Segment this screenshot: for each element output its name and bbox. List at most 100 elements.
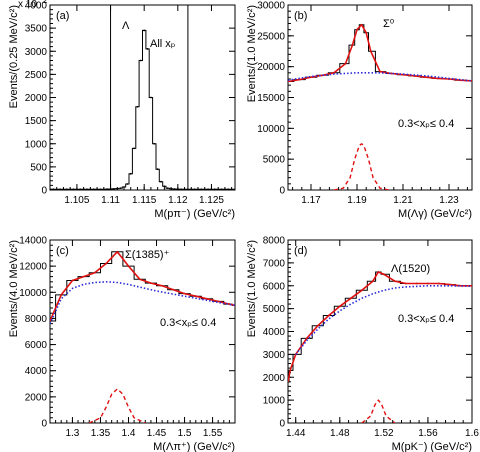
annotation: Λ bbox=[122, 20, 130, 32]
y-tick-label: 1000 bbox=[25, 139, 48, 150]
y-tick-label: 5000 bbox=[263, 304, 286, 315]
data-point bbox=[176, 188, 179, 190]
series-signal bbox=[333, 143, 390, 190]
series-background bbox=[288, 72, 472, 82]
data-point bbox=[224, 188, 226, 190]
y-axis-label: Events/(4.0 MeV/c²) bbox=[8, 240, 20, 337]
data-point bbox=[65, 188, 68, 190]
series-data bbox=[288, 271, 472, 383]
data-point bbox=[59, 188, 61, 190]
plot-frame bbox=[49, 239, 236, 424]
data-point bbox=[197, 188, 199, 190]
data-point bbox=[55, 188, 58, 190]
data-point bbox=[113, 187, 115, 190]
data-point bbox=[187, 188, 189, 190]
data-point bbox=[163, 185, 166, 188]
series-histogram bbox=[50, 29, 235, 190]
x-tick-label: 1.115 bbox=[132, 195, 157, 206]
data-point bbox=[200, 188, 203, 190]
scale-exponent: 2 bbox=[43, 0, 48, 5]
y-axis-label: Events/(0.25 MeV/c²) bbox=[8, 5, 20, 108]
series-background bbox=[295, 285, 472, 355]
panel-0: 1.105 1.11 1.115 1.12 1.125 0 500 1000 1500 2000 2… bbox=[8, 0, 236, 220]
annotation: Λ(1520) bbox=[391, 263, 430, 275]
x-tick-label: 1.56 bbox=[418, 428, 438, 439]
y-tick-label: 0 bbox=[41, 186, 47, 197]
x-tick-label: 1.52 bbox=[374, 428, 394, 439]
y-tick-label: 2000 bbox=[25, 93, 48, 104]
y-tick-label: 2500 bbox=[25, 70, 48, 81]
data-point bbox=[166, 187, 169, 190]
annotation: Σ⁰ bbox=[383, 18, 395, 30]
y-axis-label: Events/(1.0 MeV/c²) bbox=[246, 5, 258, 102]
panel-3: 1.44 1.48 1.52 1.56 1.6 0 1000 2000 3000 4000 5000… bbox=[246, 236, 479, 452]
data-point bbox=[76, 188, 78, 190]
data-point bbox=[203, 188, 206, 190]
data-point bbox=[62, 188, 65, 190]
y-tick-label: 0 bbox=[279, 186, 285, 197]
x-tick-label: 1.55 bbox=[203, 428, 223, 439]
data-point bbox=[217, 188, 220, 190]
panel-2: 1.3 1.35 1.4 1.45 1.5 1.55 0 2000 4000 6000 8000 10… bbox=[8, 236, 236, 452]
series-total-fit bbox=[50, 251, 235, 322]
x-tick-label: 1.4 bbox=[122, 428, 136, 439]
y-tick-label: 10000 bbox=[257, 124, 285, 135]
annotation: 0.3<xₚ≤ 0.4 bbox=[160, 317, 216, 329]
x-tick-label: 1.21 bbox=[393, 195, 413, 206]
y-tick-label: 10000 bbox=[19, 288, 47, 299]
y-tick-label: 500 bbox=[30, 162, 47, 173]
data-point bbox=[190, 188, 193, 190]
y-tick-label: 3500 bbox=[25, 24, 48, 35]
scale-note: x 10 bbox=[18, 0, 37, 10]
plot-frame bbox=[287, 4, 473, 191]
annotation: 0.3<xₚ≤ 0.4 bbox=[398, 118, 454, 130]
data-point bbox=[123, 186, 125, 188]
data-point bbox=[170, 187, 172, 190]
y-tick-label: 5000 bbox=[263, 155, 286, 166]
data-point bbox=[146, 48, 149, 50]
y-axis-label: Events/(1.0 MeV/c²) bbox=[246, 240, 258, 337]
data-point bbox=[143, 29, 146, 32]
annotation: Σ(1385)⁺ bbox=[125, 249, 170, 261]
data-point bbox=[180, 188, 183, 190]
x-tick-label: 1.12 bbox=[168, 195, 188, 206]
y-tick-label: 8000 bbox=[263, 236, 286, 247]
data-point bbox=[150, 96, 152, 99]
data-point bbox=[139, 59, 142, 62]
data-point bbox=[92, 188, 95, 190]
y-tick-label: 1500 bbox=[25, 116, 48, 127]
y-tick-label: 15000 bbox=[257, 93, 285, 104]
panel-label: (d) bbox=[294, 245, 307, 257]
data-point bbox=[116, 187, 119, 190]
y-tick-label: 7000 bbox=[263, 258, 286, 269]
y-tick-label: 12000 bbox=[19, 262, 47, 273]
y-tick-label: 4000 bbox=[25, 366, 48, 377]
data-point bbox=[220, 188, 223, 190]
data-point bbox=[69, 188, 72, 190]
y-tick-label: 4000 bbox=[263, 327, 286, 338]
y-tick-label: 30000 bbox=[257, 1, 285, 12]
data-point bbox=[136, 105, 139, 108]
data-point bbox=[230, 188, 233, 190]
y-tick-label: 0 bbox=[41, 419, 47, 430]
x-tick-label: 1.19 bbox=[347, 195, 367, 206]
annotation: All xₚ bbox=[150, 38, 176, 50]
y-tick-label: 2000 bbox=[263, 373, 286, 384]
y-tick-label: 14000 bbox=[19, 236, 47, 247]
data-point bbox=[82, 188, 85, 190]
x-tick-label: 1.6 bbox=[465, 428, 479, 439]
y-tick-label: 6000 bbox=[263, 281, 286, 292]
y-tick-label: 25000 bbox=[257, 31, 285, 42]
x-tick-label: 1.23 bbox=[439, 195, 459, 206]
y-tick-label: 8000 bbox=[25, 314, 48, 325]
x-tick-label: 1.125 bbox=[199, 195, 224, 206]
x-tick-label: 1.45 bbox=[147, 428, 167, 439]
series-total-fit bbox=[288, 23, 472, 83]
data-point bbox=[106, 188, 109, 190]
data-point bbox=[193, 188, 196, 190]
panel-label: (c) bbox=[56, 245, 69, 257]
y-tick-label: 2000 bbox=[25, 392, 48, 403]
data-point bbox=[156, 168, 159, 171]
y-tick-label: 6000 bbox=[25, 340, 48, 351]
